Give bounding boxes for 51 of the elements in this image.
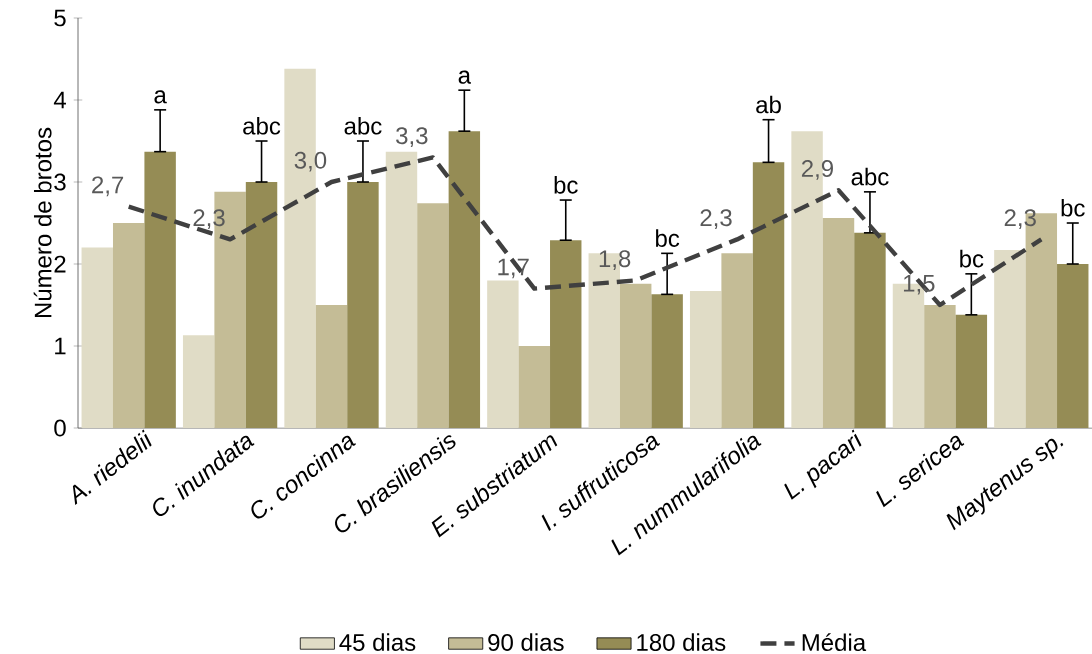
bar <box>994 250 1026 428</box>
bar <box>955 314 988 428</box>
legend-label: 45 dias <box>339 633 416 651</box>
bar <box>182 335 215 428</box>
y-tick-label: 4 <box>53 91 66 109</box>
bar <box>245 182 278 428</box>
annotation: a <box>458 70 471 84</box>
bar <box>417 203 449 428</box>
data-label: 2,7 <box>92 176 124 197</box>
y-tick-label: 2 <box>54 255 66 273</box>
data-label: 3,3 <box>396 127 428 148</box>
legend-label: 90 dias <box>488 633 564 651</box>
annotation: bc <box>1061 199 1085 217</box>
bar <box>689 291 722 428</box>
bar <box>112 223 145 428</box>
data-label: 1,8 <box>599 250 631 271</box>
bar <box>347 182 379 428</box>
bar <box>651 294 683 428</box>
bar <box>854 232 886 428</box>
annotation: a <box>154 90 167 104</box>
bar <box>550 240 582 428</box>
annotation: bc <box>656 229 680 247</box>
bar <box>924 305 956 428</box>
annotation: bc <box>554 176 578 194</box>
y-tick-label: 1 <box>55 337 66 355</box>
bar <box>518 346 551 428</box>
legend-label: 180 dias <box>637 633 726 651</box>
annotation: ab <box>756 95 781 114</box>
annotation: bc <box>960 249 984 268</box>
y-tick-label: 0 <box>54 419 66 437</box>
bar <box>620 283 652 428</box>
bar <box>448 131 481 428</box>
legend-label: Média <box>802 633 867 652</box>
bar <box>315 305 348 428</box>
data-label: 2,9 <box>801 159 833 180</box>
bar <box>144 151 176 428</box>
y-tick-label: 3 <box>54 173 66 191</box>
bar <box>385 151 418 428</box>
annotation: abc <box>851 167 889 186</box>
bar <box>752 162 785 428</box>
y-tick-label: 5 <box>54 9 66 27</box>
bar <box>81 247 113 428</box>
annotation: abc <box>344 117 382 135</box>
bar <box>721 253 753 428</box>
annotation: abc <box>243 117 281 135</box>
bar <box>822 218 855 428</box>
data-label: 3,0 <box>294 151 327 172</box>
bar <box>487 280 519 428</box>
data-label: 2,3 <box>700 209 732 230</box>
bar <box>1057 264 1089 428</box>
y-axis-title: Número de brotos <box>33 127 52 318</box>
